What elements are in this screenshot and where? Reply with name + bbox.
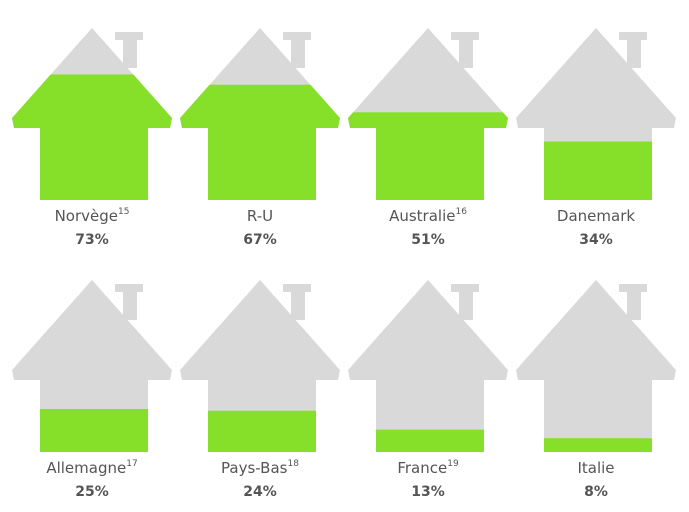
chimney (123, 290, 137, 320)
chimney (627, 290, 641, 320)
footnote: 19 (447, 459, 459, 469)
house-fill (180, 410, 340, 452)
house: Norvège15 73% (12, 28, 172, 248)
house: Allemagne17 25% (12, 280, 172, 500)
house: Pays-Bas18 24% (180, 280, 340, 500)
value-label: 13% (411, 484, 445, 500)
house-fill (348, 429, 508, 452)
category-label: France19 (397, 459, 459, 477)
chimney (459, 290, 473, 320)
category-name: France (397, 459, 447, 477)
chimney (115, 32, 143, 40)
chimney (291, 290, 305, 320)
category-label: R-U (247, 207, 273, 225)
chimney (619, 32, 647, 40)
category-name: Pays-Bas (221, 459, 288, 477)
category-name: R-U (247, 207, 273, 225)
house: France19 13% (348, 280, 508, 500)
chimney (459, 38, 473, 68)
house-fill (516, 438, 676, 452)
chimney (627, 38, 641, 68)
house-fill (12, 409, 172, 452)
footnote: 15 (118, 207, 129, 217)
category-name: Danemark (557, 207, 635, 225)
category-name: Australie (389, 207, 455, 225)
footnote: 16 (455, 207, 467, 217)
value-label: 25% (75, 484, 109, 500)
category-name: Norvège (55, 207, 118, 225)
chimney (451, 284, 479, 292)
house-body (348, 280, 508, 452)
chimney (115, 284, 143, 292)
category-label: Pays-Bas18 (221, 459, 299, 477)
house: Italie 8% (516, 280, 676, 500)
chimney (451, 32, 479, 40)
house-fill (180, 84, 340, 200)
category-name: Allemagne (46, 459, 126, 477)
house-fill (348, 112, 508, 200)
house: R-U 67% (180, 28, 340, 248)
category-label: Danemark (557, 207, 635, 225)
category-label: Italie (577, 459, 614, 477)
chimney (283, 284, 311, 292)
footnote: 18 (287, 459, 299, 469)
house: Australie16 51% (348, 28, 508, 248)
chimney (291, 38, 305, 68)
chimney (283, 32, 311, 40)
value-label: 8% (584, 484, 608, 500)
chimney (619, 284, 647, 292)
house-body (516, 280, 676, 452)
value-label: 34% (579, 232, 613, 248)
category-label: Allemagne17 (46, 459, 137, 477)
house-fill (516, 141, 676, 200)
value-label: 73% (75, 232, 109, 248)
category-label: Norvège15 (55, 207, 130, 225)
value-label: 24% (243, 484, 277, 500)
house-fill (12, 74, 172, 200)
value-label: 51% (411, 232, 445, 248)
category-label: Australie16 (389, 207, 467, 225)
house: Danemark 34% (516, 28, 676, 248)
category-name: Italie (577, 459, 614, 477)
chimney (123, 38, 137, 68)
footnote: 17 (126, 459, 137, 469)
value-label: 67% (243, 232, 277, 248)
